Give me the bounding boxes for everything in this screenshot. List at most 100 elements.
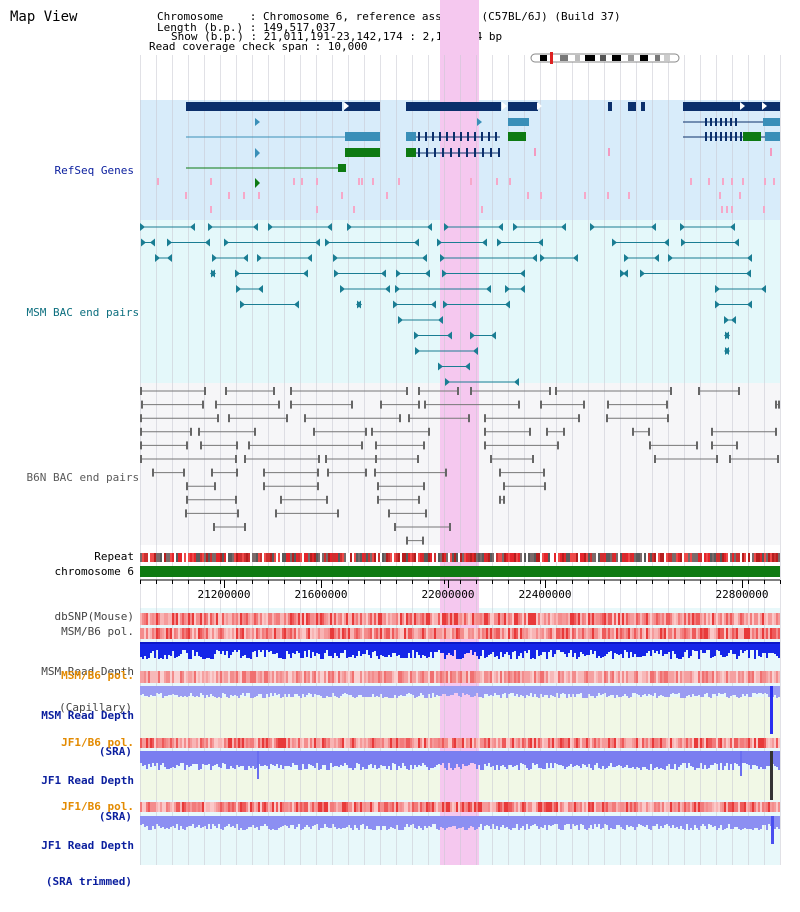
msm-b6-pol2-block bbox=[454, 671, 456, 683]
refseq-genes-label[interactable]: RefSeq Genes bbox=[0, 153, 134, 189]
msm-capillary-depth-bar bbox=[140, 642, 780, 644]
msm-b6-pol-block bbox=[756, 628, 758, 639]
msm-b6-pol-block bbox=[360, 628, 362, 639]
b6n-bac-end bbox=[503, 495, 505, 504]
msm-capillary-depth-bar bbox=[154, 642, 156, 658]
refseq-genes-label-text[interactable]: RefSeq Genes bbox=[54, 164, 134, 177]
jf1-b6-pol-block bbox=[334, 738, 336, 748]
jf1-b6-pol-block bbox=[718, 738, 720, 748]
jf1-b6-pol-block bbox=[230, 738, 232, 748]
refseq-small-feature bbox=[739, 192, 741, 199]
msm-b6-pol2-block bbox=[158, 671, 160, 683]
msm-b6-pol-block bbox=[260, 628, 262, 639]
msm-capillary-depth-bar bbox=[446, 642, 448, 655]
msm-b6-pol-label-2: MSM/B6 pol. bbox=[61, 669, 134, 682]
msm-sra-depth-bar bbox=[442, 686, 444, 694]
jf1-trim-depth-bar bbox=[394, 816, 396, 829]
msm-b6-pol2-block bbox=[442, 671, 444, 683]
b6n-bac-end bbox=[275, 509, 277, 518]
b6n-bac-label[interactable]: B6N BAC end pairs bbox=[0, 460, 140, 496]
msm-bac-end bbox=[747, 254, 752, 262]
dbsnp-block bbox=[508, 613, 510, 625]
jf1-sra-depth-bar bbox=[160, 751, 162, 765]
dbsnp-block bbox=[690, 613, 692, 625]
msm-b6-pol2-block bbox=[376, 671, 378, 683]
msm-capillary-depth-bar bbox=[194, 642, 196, 656]
jf1-sra-depth-bar bbox=[404, 751, 406, 766]
msm-bac-end bbox=[623, 269, 628, 278]
msm-b6-pol-block bbox=[372, 628, 374, 639]
jf1-trim-depth-bar bbox=[726, 816, 728, 828]
jf1-b6-pol-block bbox=[184, 738, 186, 748]
jf1-b6-pol2-block bbox=[470, 802, 472, 812]
jf1-b6-pol-block bbox=[418, 738, 420, 748]
repeat-block bbox=[634, 553, 636, 562]
jf1-b6-pol-block bbox=[152, 738, 154, 748]
repeat-block bbox=[658, 553, 660, 562]
msm-capillary-depth-bar bbox=[682, 642, 684, 657]
ideogram-band bbox=[612, 55, 621, 61]
msm-capillary-depth-bar bbox=[220, 642, 222, 654]
msm-b6-pol2-block bbox=[238, 671, 240, 683]
msm-capillary-depth-bar bbox=[758, 642, 760, 656]
b6n-bac-label-text[interactable]: B6N BAC end pairs bbox=[26, 471, 140, 484]
msm-capillary-depth-bar bbox=[282, 642, 284, 659]
jf1-b6-pol-block bbox=[358, 738, 360, 748]
msm-sra-depth-bar bbox=[320, 686, 322, 696]
jf1-b6-pol2-block bbox=[586, 802, 588, 812]
jf1-trim-depth-bar bbox=[296, 816, 298, 827]
repeat-block bbox=[710, 553, 712, 562]
jf1-b6-pol-block bbox=[562, 738, 564, 748]
msm-sra-depth-bar bbox=[342, 686, 344, 694]
jf1-trim-depth-bar bbox=[224, 816, 226, 827]
msm-sra-depth-bar bbox=[472, 686, 474, 697]
repeat-block bbox=[468, 553, 470, 562]
jf1-b6-pol2-block bbox=[640, 802, 642, 812]
jf1-b6-pol-block bbox=[182, 738, 184, 748]
msm-b6-pol2-block bbox=[258, 671, 260, 683]
jf1-trim-depth-bar bbox=[440, 816, 442, 827]
repeat-block bbox=[258, 553, 260, 562]
jf1-trim-depth-bar bbox=[662, 816, 664, 828]
track-features[interactable]: 21200000 21600000 22000000 22400000 22800000 bbox=[140, 52, 781, 844]
msm-b6-pol-block bbox=[676, 628, 678, 639]
msm-sra-depth-bar bbox=[686, 686, 688, 696]
jf1-b6-pol-block bbox=[398, 738, 400, 748]
msm-b6-pol2-block bbox=[308, 671, 310, 683]
msm-b6-pol2-block bbox=[402, 671, 404, 683]
msm-bac-label[interactable]: MSM BAC end pairs bbox=[0, 295, 140, 331]
jf1-trim-depth-bar bbox=[408, 816, 410, 827]
repeat-block bbox=[246, 553, 248, 562]
msm-sra-depth-bar bbox=[180, 686, 182, 696]
msm-b6-pol2-block bbox=[468, 671, 470, 683]
b6n-bac-end bbox=[327, 468, 329, 477]
jf1-trim-depth-bar bbox=[392, 816, 394, 828]
jf1-trim-depth-bar bbox=[766, 816, 768, 830]
msm-b6-pol-block bbox=[232, 628, 234, 639]
msm-sra-depth-bar bbox=[362, 686, 364, 697]
jf1-sra-depth-bar bbox=[434, 751, 436, 767]
msm-b6-pol2-block bbox=[532, 671, 534, 683]
msm-sra-depth-bar bbox=[684, 686, 686, 698]
repeat-block bbox=[728, 553, 730, 562]
msm-capillary-depth-bar bbox=[620, 642, 622, 654]
repeat-block bbox=[292, 553, 294, 562]
jf1-b6-pol-block bbox=[618, 738, 620, 748]
msm-b6-pol-block bbox=[198, 628, 200, 639]
msm-b6-pol2-block bbox=[264, 671, 266, 683]
jf1-b6-pol2-block bbox=[760, 802, 762, 812]
jf1-sra-depth-bar bbox=[530, 751, 532, 769]
msm-b6-pol2-block bbox=[766, 671, 768, 683]
jf1-b6-pol2-block bbox=[560, 802, 562, 812]
msm-bac-label-text[interactable]: MSM BAC end pairs bbox=[26, 306, 140, 319]
msm-b6-pol-block bbox=[428, 628, 430, 639]
msm-sra-depth-bar bbox=[476, 686, 478, 693]
genome-track-canvas: 21200000 21600000 22000000 22400000 22800000 bbox=[140, 0, 781, 865]
msm-b6-pol2-block bbox=[538, 671, 540, 683]
jf1-b6-pol2-block bbox=[216, 802, 218, 812]
refseq-exon bbox=[460, 132, 462, 141]
jf1-trim-depth-bar bbox=[616, 816, 618, 825]
msm-capillary-depth-bar bbox=[216, 642, 218, 650]
repeat-block bbox=[344, 553, 346, 562]
msm-sra-depth-bar bbox=[570, 686, 572, 697]
